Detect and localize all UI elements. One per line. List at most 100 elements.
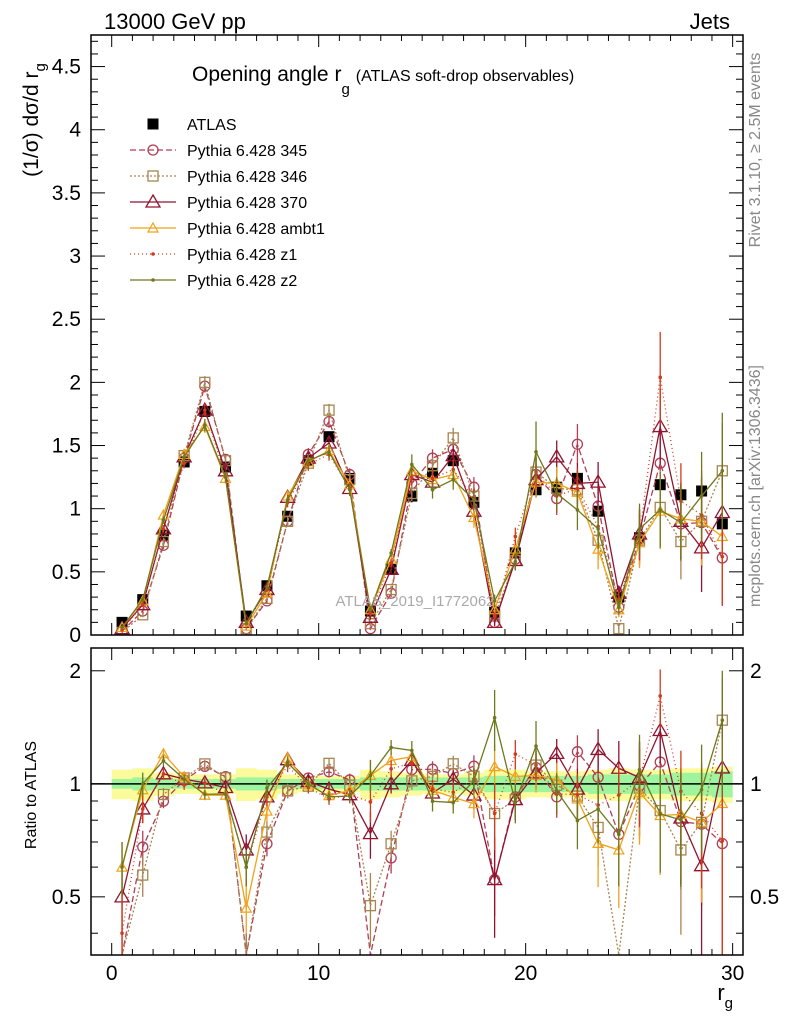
series-3-ratio-point <box>548 745 565 760</box>
series-3-main-point <box>652 418 669 433</box>
series-6-main-point <box>120 625 124 630</box>
main-y-tick-label: 1.5 <box>52 435 81 458</box>
series-2-main-point <box>323 404 335 416</box>
series-6-ratio-point <box>410 748 414 753</box>
main-y-axis-label: (1/σ) dσ/d rg <box>20 63 49 177</box>
series-5-ratio-point <box>430 787 435 791</box>
series-2-ratio-point <box>323 757 335 769</box>
legend-label: Pythia 6.428 370 <box>187 195 307 212</box>
series-3-ratio <box>113 703 731 955</box>
legend-entry-1: Pythia 6.428 345 <box>130 143 307 160</box>
series-5-main-point <box>575 486 580 491</box>
series-6-ratio-point <box>513 800 518 805</box>
legend-entry-4: Pythia 6.428 ambt1 <box>130 221 325 238</box>
main-y-tick-label: 2.5 <box>52 308 81 331</box>
series-4-ratio-point <box>488 760 501 772</box>
series-6-main-point <box>285 498 290 502</box>
main-y-tick-label: 2 <box>69 371 81 394</box>
series-3-main-line <box>121 408 723 630</box>
series-3-ratio-point <box>486 871 503 886</box>
series-5-ratio-point <box>161 772 166 776</box>
series-4-main-point <box>592 542 605 554</box>
legend-marker <box>146 221 160 233</box>
series-5-main-point <box>513 534 518 539</box>
legend-entry-6: Pythia 6.428 z2 <box>130 273 297 290</box>
series-6-ratio-point <box>658 812 663 816</box>
series-5-main-point <box>140 602 145 607</box>
series-5-main <box>120 331 725 632</box>
ratio-y-tick-label-right: 2 <box>750 660 762 683</box>
plot-title: Opening angle rg(ATLAS soft-drop observa… <box>192 63 574 98</box>
legend-marker <box>147 170 159 182</box>
series-2-main-point <box>613 623 625 635</box>
series-6-ratio-point <box>451 800 456 805</box>
ratio-y-tick-label: 2 <box>69 660 81 683</box>
series-5-ratio-line <box>121 695 723 934</box>
series-6-ratio-line <box>121 715 723 870</box>
series-6-ratio-point <box>596 807 600 811</box>
series-4-ratio-point <box>467 797 480 809</box>
series-1-main-point <box>571 438 584 450</box>
header-right: Jets <box>690 9 730 34</box>
series-2-ratio-point <box>447 758 459 770</box>
series-6-main-point <box>347 487 352 492</box>
series-3-main-point <box>589 473 607 488</box>
series-6-ratio-point <box>534 744 538 748</box>
series-6-ratio-point <box>472 778 476 783</box>
series-6-ratio-point <box>492 715 497 720</box>
series-6-main-point <box>244 621 249 626</box>
series-2-ratio-point <box>199 758 211 770</box>
series-6-main-point <box>161 518 166 522</box>
series-6-ratio-point <box>285 760 290 765</box>
series-6-ratio-point <box>575 818 580 823</box>
series-6-main-point <box>534 450 538 454</box>
series-6-ratio-point <box>637 767 642 772</box>
ratio-panel-series <box>113 669 731 955</box>
x-axis-label: rg <box>717 980 733 1012</box>
series-6-ratio-point <box>182 777 186 781</box>
series-6-ratio-point <box>699 787 704 792</box>
series-6-ratio-point <box>244 865 249 869</box>
series-6-main-point <box>513 559 518 564</box>
main-y-tick-label: 3 <box>69 245 81 268</box>
series-6-main-point <box>410 462 414 467</box>
series-6-main-point <box>182 455 186 459</box>
ratio-panel-frame <box>90 647 744 956</box>
main-panel-frame <box>90 34 744 636</box>
series-5-main-point <box>203 408 207 412</box>
series-5-ratio-point <box>182 783 186 787</box>
rivet-version-label: Rivet 3.1.10, ≥ 2.5M events <box>747 53 764 248</box>
series-2-ratio <box>121 678 728 955</box>
series-5-main-point <box>430 476 435 481</box>
series-5-main-point <box>120 628 124 632</box>
series-6-ratio-point <box>223 792 228 796</box>
series-6-main-point <box>596 527 600 531</box>
series-2-ratio-point <box>364 900 377 912</box>
x-tick-label: 30 <box>721 962 744 985</box>
series-2-ratio-point <box>385 838 397 850</box>
legend-entry-5: Pythia 6.428 z1 <box>130 247 297 264</box>
series-5-ratio-point <box>140 807 145 811</box>
x-tick-label: 20 <box>514 962 537 985</box>
series-4-main-point <box>260 587 273 598</box>
series-6-main-point <box>306 458 311 463</box>
series-3-main-point <box>548 448 565 463</box>
series-6-main-point <box>430 487 435 492</box>
series-2-ratio-point <box>406 775 418 787</box>
series-6-main <box>120 412 725 630</box>
series-6-main-point <box>265 585 269 589</box>
legend-entry-0: ATLAS <box>147 117 237 134</box>
series-5-main-point <box>161 527 166 531</box>
series-5-ratio-point <box>410 761 414 765</box>
series-6-ratio-point <box>368 773 373 778</box>
series-6-main-point <box>637 527 642 531</box>
axis-ticks: 0 10 20 30 0 0.5 1 1.5 2 2.5 3 3.5 4 4.5 0.5 0.5 1 1 2 2 <box>52 35 779 985</box>
series-6-ratio-point <box>265 786 269 790</box>
series-6-main-point <box>389 551 393 555</box>
series-6-main-point <box>720 468 725 473</box>
series-6-main-point <box>327 450 331 454</box>
ratio-y-tick-label: 0.5 <box>52 886 81 909</box>
main-y-tick-label: 4 <box>69 119 81 142</box>
